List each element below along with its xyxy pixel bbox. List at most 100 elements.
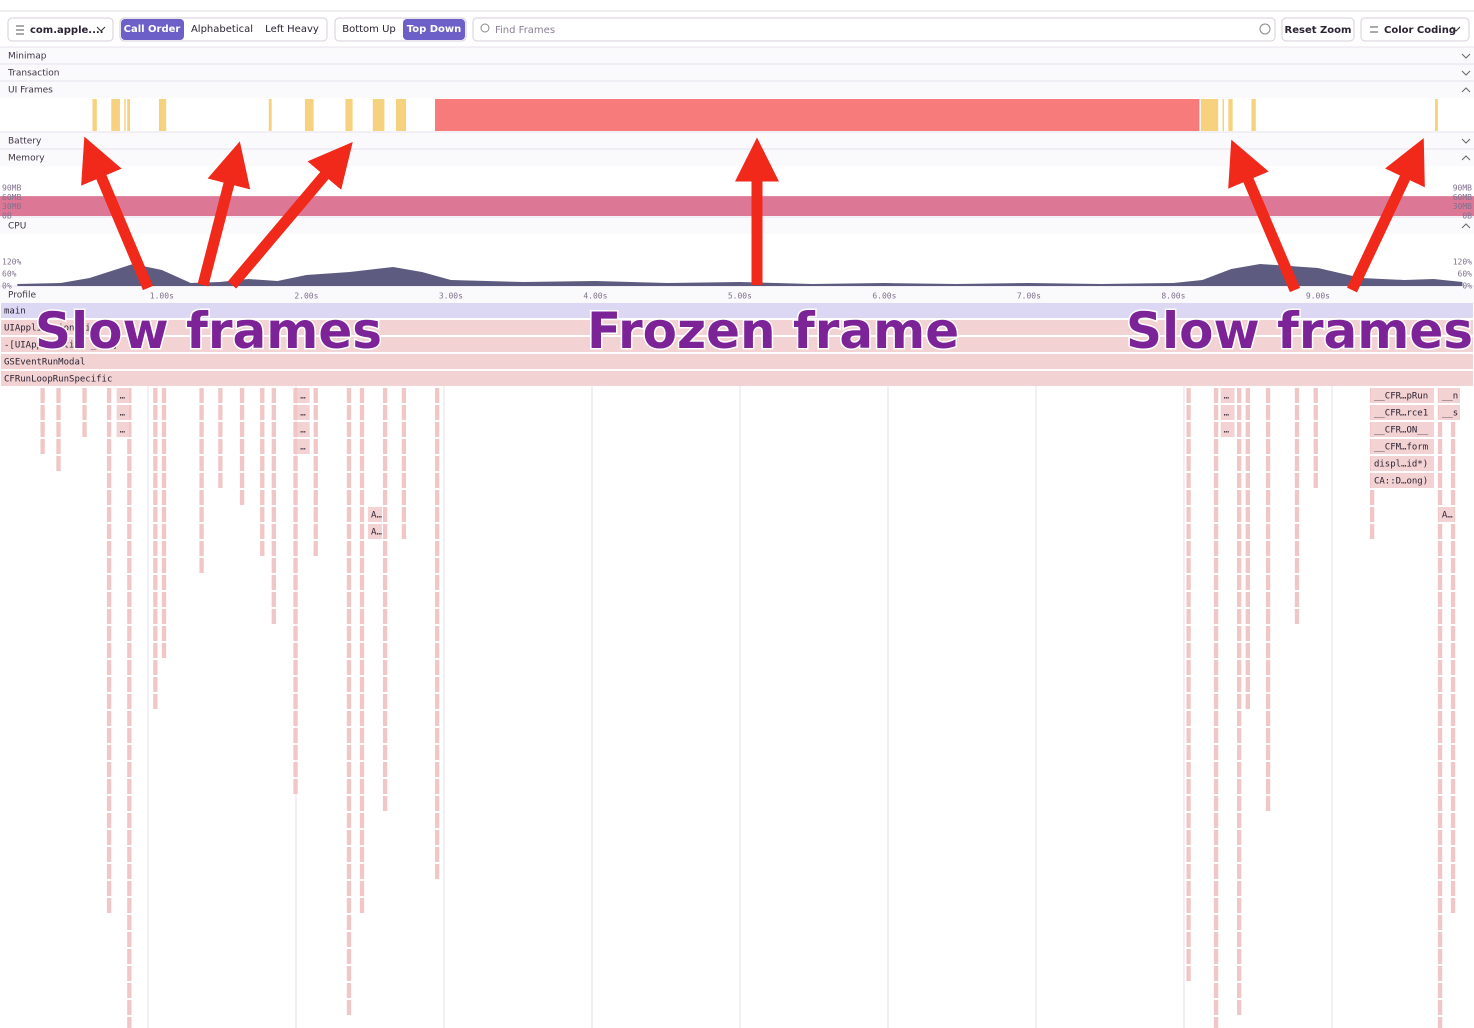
- memory-tick-label: 0B: [2, 212, 12, 221]
- arrow: [227, 141, 353, 289]
- frame: [1, 371, 1473, 386]
- call-stack: [1450, 388, 1456, 913]
- frame-label: __n: [1442, 392, 1458, 402]
- memory-tick-label: 90MB: [1453, 184, 1472, 193]
- sort-button[interactable]: Left Heavy: [265, 24, 319, 35]
- frame-label: __s: [1442, 409, 1458, 419]
- frame: [1370, 388, 1434, 403]
- section-header: [0, 81, 1474, 98]
- memory-tick-label: 30MB: [1453, 202, 1472, 211]
- search-box[interactable]: [472, 17, 1276, 42]
- frame-label: __CFM…form: [1374, 443, 1428, 453]
- section-toggle: [1461, 138, 1471, 144]
- memory-tick-label: 60MB: [1453, 193, 1472, 202]
- call-stack: [346, 388, 352, 1015]
- time-tick-label: 6.00s: [872, 292, 896, 301]
- arrow: [81, 136, 154, 291]
- sort-button[interactable]: Call Order: [124, 24, 181, 35]
- call-stack: [153, 388, 158, 709]
- frame-label: __CFR…pRun: [1374, 392, 1428, 402]
- call-stack: [82, 388, 87, 437]
- chevron: [1451, 26, 1461, 32]
- call-stack: [1186, 388, 1191, 981]
- slow-frame: [304, 99, 314, 131]
- cpu-tick-label: 60%: [2, 270, 17, 279]
- color-coding[interactable]: [1360, 17, 1470, 42]
- chevron: [96, 26, 106, 32]
- time-tick-label: 4.00s: [583, 292, 607, 301]
- thread-label: com.apple....: [30, 25, 104, 36]
- call-stack: [1265, 388, 1271, 811]
- frame-label: …: [300, 426, 306, 436]
- call-stack: [127, 388, 132, 1028]
- arrow: [1347, 138, 1425, 293]
- section-toggle: [1461, 223, 1471, 229]
- slow-frame: [1200, 99, 1219, 131]
- section-title: Minimap: [8, 52, 47, 62]
- slow-frame: [395, 99, 407, 131]
- call-stack: [1213, 388, 1219, 1028]
- direction-active[interactable]: [403, 19, 465, 40]
- slow-frame: [92, 99, 97, 131]
- time-tick-label: 1.00s: [150, 292, 174, 301]
- slow-frame: [1228, 99, 1233, 131]
- call-stack: [106, 388, 112, 913]
- section-header: [0, 132, 1474, 149]
- search-placeholder: Find Frames: [495, 25, 555, 36]
- cpu-tick-label: 0%: [1462, 282, 1472, 291]
- slow-frame: [158, 99, 167, 131]
- frame: [1, 303, 1473, 318]
- section-toggle: [1461, 155, 1471, 161]
- frame-label: __CFR…rce1: [1374, 409, 1428, 419]
- frame-label: …: [120, 426, 126, 436]
- sliders-icon: [1370, 26, 1378, 33]
- cpu-area: [17, 264, 1463, 286]
- call-stack: [1437, 388, 1443, 1028]
- info-icon[interactable]: [1259, 23, 1271, 35]
- frame: [1220, 388, 1235, 403]
- frame: [1370, 456, 1434, 471]
- frame: [297, 439, 310, 454]
- frame: [1, 320, 1473, 335]
- slow-frame: [124, 99, 126, 131]
- arrow: [1228, 139, 1301, 293]
- section-title: Transaction: [7, 69, 60, 79]
- time-tick-label: 9.00s: [1306, 292, 1330, 301]
- section-title: UI Frames: [8, 86, 53, 96]
- call-stack: [293, 388, 298, 794]
- thread-selector[interactable]: [7, 17, 114, 42]
- section-title: CPU: [8, 222, 26, 232]
- section-header: [0, 286, 1474, 303]
- time-tick-label: 5.00s: [728, 292, 752, 301]
- frame: [297, 405, 310, 420]
- call-stack: [260, 388, 265, 556]
- section-title: Profile: [8, 291, 36, 301]
- color-coding-label: Color Coding: [1384, 25, 1456, 36]
- memory-area: [0, 196, 1474, 216]
- frame: [1370, 473, 1434, 488]
- call-stack: [359, 388, 365, 913]
- frame-label: CA::D…ong): [1374, 477, 1428, 487]
- cpu-tick-label: 60%: [1458, 270, 1473, 279]
- call-stack: [218, 388, 223, 488]
- reset-zoom[interactable]: [1281, 17, 1355, 42]
- frame-label: GSEventRunModal: [4, 358, 85, 368]
- direction-button[interactable]: Top Down: [407, 24, 462, 35]
- slow-frame: [111, 99, 120, 131]
- direction-button[interactable]: Bottom Up: [342, 24, 396, 35]
- section-toggle: [1461, 53, 1471, 59]
- time-tick-label: 3.00s: [439, 292, 463, 301]
- slow-frame: [1434, 99, 1438, 131]
- call-stack: [401, 388, 407, 539]
- cpu-tick-label: 120%: [2, 258, 21, 267]
- frozen-frame: [434, 99, 1200, 131]
- sort-button[interactable]: Alphabetical: [191, 24, 253, 35]
- frame-label: A…: [371, 511, 382, 521]
- sort-active[interactable]: [121, 19, 184, 40]
- frame: [1, 337, 1473, 352]
- call-stack: [1294, 388, 1300, 624]
- frame: [1370, 405, 1434, 420]
